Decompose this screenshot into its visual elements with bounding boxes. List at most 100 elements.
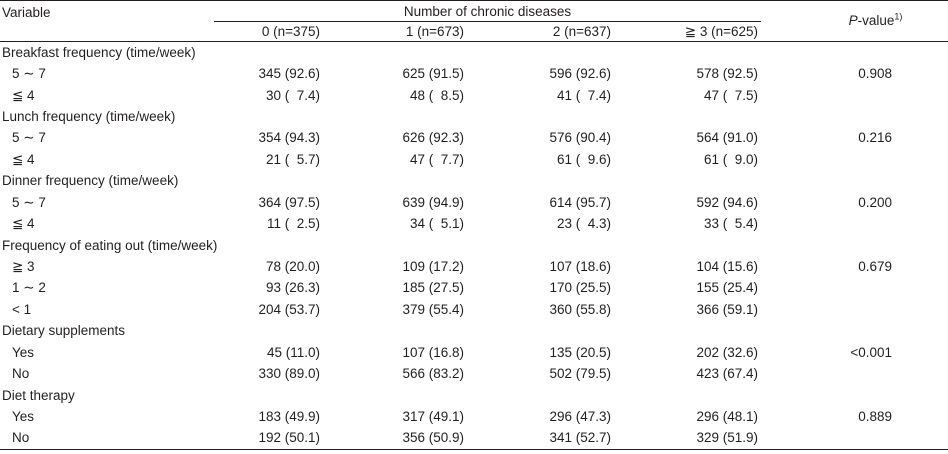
table-row: ≧ 3 78 (20.0) 109 (17.2) 107 (18.6) 104 (15.…: [0, 256, 948, 278]
row-label: 5 ∼ 7: [12, 66, 46, 82]
cell-value: 45 (11.0): [266, 344, 320, 360]
cell-value: 296 (48.1): [696, 408, 759, 424]
cell-value: 107 (18.6): [549, 258, 611, 274]
cell-value: 170 (25.5): [549, 280, 611, 296]
cell-value: 41 ( 7.4): [556, 87, 611, 103]
cell-value: 11 ( 2.5): [266, 216, 320, 232]
section-title: Lunch frequency (time/week): [2, 109, 176, 125]
header-row-2: 0 (n=375) 1 (n=673) 2 (n=637) ≧ 3 (n=625…: [0, 23, 948, 42]
cell-value: 155 (25.4): [696, 280, 759, 296]
cell-value: 104 (15.6): [696, 258, 759, 274]
section-title: Dinner frequency (time/week): [2, 173, 179, 189]
cell-value: 47 ( 7.7): [409, 152, 464, 168]
header-col-3: ≧ 3 (n=625): [616, 23, 764, 42]
table-row: Yes 45 (11.0) 107 (16.8) 135 (20.5) 202 (32.…: [0, 341, 948, 363]
cell-value: 423 (67.4): [696, 366, 759, 382]
p-value: [763, 363, 948, 385]
cell-value: 317 (49.1): [402, 408, 464, 424]
row-label: ≦ 4: [12, 87, 35, 103]
cell-value: 576 (90.4): [549, 130, 611, 146]
cell-value: 379 (55.4): [402, 302, 464, 318]
cell-value: 61 ( 9.6): [556, 152, 611, 168]
p-value: [763, 299, 948, 321]
p-value: [763, 427, 948, 450]
section-row: Breakfast frequency (time/week): [0, 42, 948, 64]
header-group-title: Number of chronic diseases: [214, 2, 762, 22]
p-value: 0.679: [858, 258, 893, 274]
section-title: Diet therapy: [2, 387, 75, 403]
table-body: Breakfast frequency (time/week) 5 ∼ 7 345 …: [0, 42, 948, 450]
header-pvalue-text: -value: [857, 13, 895, 28]
row-label: Yes: [12, 344, 35, 360]
cell-value: 48 ( 8.5): [409, 87, 464, 103]
cell-value: 204 (53.7): [258, 302, 320, 318]
cell-value: 183 (49.9): [258, 408, 320, 424]
cell-value: 296 (47.3): [549, 408, 611, 424]
table-row: 5 ∼ 7 364 (97.5) 639 (94.9) 614 (95.7) 592 (…: [0, 191, 948, 213]
table-row: Yes 183 (49.9) 317 (49.1) 296 (47.3) 296 (48…: [0, 406, 948, 428]
cell-value: 626 (92.3): [402, 130, 464, 146]
row-label: ≧ 3: [12, 258, 35, 274]
cell-value: 135 (20.5): [549, 344, 611, 360]
table-row: 5 ∼ 7 354 (94.3) 626 (92.3) 576 (90.4) 564 (…: [0, 127, 948, 149]
row-label: No: [0, 427, 212, 450]
cell-value: 345 (92.6): [258, 66, 320, 82]
row-label: ≦ 4: [12, 216, 35, 232]
row-label: 5 ∼ 7: [12, 130, 46, 146]
section-row: Lunch frequency (time/week): [0, 106, 948, 127]
section-title: Breakfast frequency (time/week): [2, 45, 196, 60]
table-row: 1 ∼ 2 93 (26.3) 185 (27.5) 170 (25.5) 155 (2…: [0, 277, 948, 299]
p-value: [763, 85, 948, 107]
cell-value: 366 (59.1): [696, 302, 759, 318]
p-value: 0.889: [858, 408, 893, 424]
cell-value: 360 (55.8): [549, 302, 611, 318]
header-col-1: 1 (n=673): [322, 23, 469, 42]
cell-value: 592 (94.6): [696, 194, 759, 210]
cell-value: 61 ( 9.0): [703, 152, 759, 168]
header-pvalue-sup: 1): [894, 11, 903, 22]
cell-value: 596 (92.6): [549, 66, 611, 82]
cell-value: 202 (32.6): [696, 344, 759, 360]
cell-value: 354 (94.3): [258, 130, 320, 146]
row-label: 1 ∼ 2: [12, 280, 46, 296]
row-label: 5 ∼ 7: [12, 194, 46, 210]
cell-value: 625 (91.5): [402, 66, 464, 82]
cell-value: 33 ( 5.4): [703, 216, 759, 232]
p-value: <0.001: [850, 344, 893, 360]
cell-value: 364 (97.5): [258, 194, 320, 210]
section-row: Frequency of eating out (time/week): [0, 235, 948, 256]
cell-value: 566 (83.2): [402, 366, 464, 382]
cell-value: 578 (92.5): [696, 66, 759, 82]
cell-value: 34 ( 5.1): [409, 216, 464, 232]
p-value: 0.908: [858, 66, 893, 82]
cell-value: 614 (95.7): [549, 194, 611, 210]
cell-value: 639 (94.9): [402, 194, 464, 210]
header-group-cell: Number of chronic diseases: [212, 0, 764, 23]
cell-value: 109 (17.2): [402, 258, 464, 274]
p-value: [763, 277, 948, 299]
cell-value: 330 (89.0): [258, 366, 320, 382]
row-label: No: [12, 366, 30, 382]
cell-value: 78 (20.0): [265, 258, 320, 274]
section-title: Dietary supplements: [2, 323, 126, 339]
cell-value: 30 ( 7.4): [265, 87, 320, 103]
section-row: Dinner frequency (time/week): [0, 170, 948, 191]
cell-value: 21 ( 5.7): [265, 152, 320, 168]
cell-value: 192 (50.1): [212, 427, 322, 450]
cell-value: 341 (52.7): [469, 427, 616, 450]
cell-value: 564 (91.0): [696, 130, 759, 146]
cell-value: 356 (50.9): [322, 427, 469, 450]
table-row: ≦ 4 30 ( 7.4) 48 ( 8.5) 41 ( 7.4) 47 ( 7.5): [0, 85, 948, 107]
header-col-0: 0 (n=375): [212, 23, 322, 42]
table-row: No 330 (89.0) 566 (83.2) 502 (79.5) 423 (67.…: [0, 363, 948, 385]
table-row: ≦ 4 11 ( 2.5) 34 ( 5.1) 23 ( 4.3) 33 ( 5.4): [0, 213, 948, 235]
cell-value: 502 (79.5): [549, 366, 611, 382]
p-value: 0.216: [858, 130, 893, 146]
header-col-2: 2 (n=637): [469, 23, 616, 42]
header-variable: Variable: [0, 0, 212, 42]
row-label: < 1: [12, 302, 32, 318]
table-row: 5 ∼ 7 345 (92.6) 625 (91.5) 596 (92.6) 578 (…: [0, 63, 948, 85]
header-pvalue: P-value1): [763, 0, 948, 42]
